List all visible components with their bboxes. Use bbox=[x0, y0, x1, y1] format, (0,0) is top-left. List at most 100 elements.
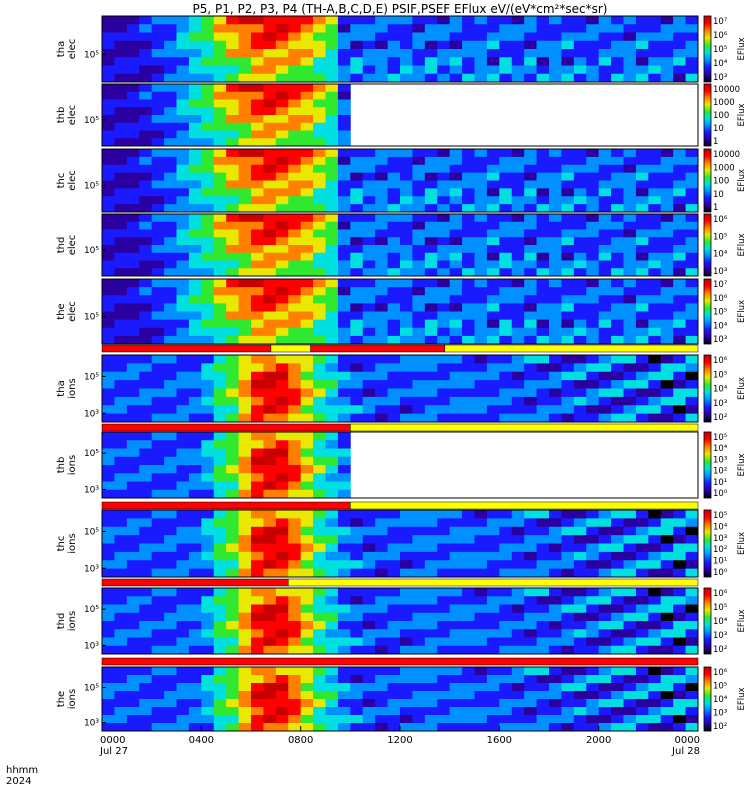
spectrogram-cell-thd-elec bbox=[288, 260, 302, 269]
spectrogram-cell-thd-elec bbox=[288, 252, 302, 261]
spectrogram-cell-thd-elec bbox=[673, 229, 686, 238]
spectrogram-cell-thd-ions bbox=[486, 645, 500, 655]
spectrogram-cell-tha-ions bbox=[648, 363, 662, 373]
spectrogram-cell-thd-elec bbox=[213, 252, 227, 261]
spectrogram-cell-thc-ions bbox=[400, 510, 413, 519]
spectrogram-cell-thc-elec bbox=[102, 204, 115, 213]
spectrogram-cell-thd-elec bbox=[474, 221, 488, 230]
spectrogram-cell-thc-ions bbox=[549, 510, 562, 519]
spectrogram-cell-thb-ions bbox=[188, 432, 202, 441]
spectrogram-cell-tha-elec bbox=[263, 57, 277, 66]
spectrogram-cell-thb-ions bbox=[288, 448, 302, 458]
spectrogram-cell-the-elec bbox=[362, 319, 376, 329]
spectrogram-cell-thc-ions bbox=[437, 510, 451, 519]
spectrogram-cell-tha-elec bbox=[325, 16, 339, 25]
panel-ylabel-thc-ions-0: thc bbox=[56, 536, 67, 552]
spectrogram-cell-thd-elec bbox=[499, 268, 513, 277]
spectrogram-cell-the-elec bbox=[313, 287, 326, 296]
spectrogram-cell-thb-ions bbox=[139, 489, 153, 499]
spectrogram-cell-tha-ions bbox=[623, 355, 637, 364]
spectrogram-cell-the-elec bbox=[673, 319, 686, 329]
spectrogram-cell-the-ions bbox=[238, 723, 252, 732]
spectrogram-cell-thc-ions bbox=[387, 568, 401, 578]
spectrogram-cell-tha-ions bbox=[350, 396, 364, 406]
spectrogram-cell-thc-ions bbox=[362, 518, 376, 528]
spectrogram-cell-tha-elec bbox=[660, 32, 674, 42]
spectrogram-cell-tha-ions bbox=[164, 380, 177, 389]
spectrogram-cell-tha-ions bbox=[238, 371, 252, 381]
spectrogram-cell-the-ions bbox=[350, 683, 364, 692]
spectrogram-cell-thd-elec bbox=[313, 260, 326, 269]
spectrogram-cell-tha-ions bbox=[635, 405, 649, 415]
spectrogram-cell-tha-ions bbox=[660, 355, 674, 364]
spectrogram-cell-thd-elec bbox=[126, 229, 140, 238]
spectrogram-cell-thc-elec bbox=[375, 156, 388, 166]
spectrogram-cell-thc-elec bbox=[201, 164, 215, 174]
spectrogram-cell-tha-elec bbox=[536, 49, 550, 58]
spectrogram-cell-tha-elec bbox=[449, 16, 463, 25]
spectrogram-cell-thd-ions bbox=[300, 637, 314, 647]
spectrogram-cell-the-elec bbox=[685, 295, 699, 304]
spectrogram-cell-thd-ions bbox=[660, 621, 674, 630]
spectrogram-cell-thd-elec bbox=[412, 237, 426, 246]
spectrogram-cell-tha-elec bbox=[114, 73, 128, 83]
spectrogram-cell-thd-elec bbox=[611, 229, 624, 238]
spectrogram-cell-the-ions bbox=[549, 691, 562, 700]
spectrogram-cell-the-ions bbox=[611, 675, 624, 684]
spectrogram-cell-the-ions bbox=[499, 715, 513, 724]
spectrogram-cell-thd-elec bbox=[213, 260, 227, 269]
spectrogram-cell-thc-ions bbox=[561, 551, 575, 561]
spectrogram-cell-tha-ions bbox=[524, 363, 537, 373]
spectrogram-cell-thc-ions bbox=[213, 568, 227, 578]
spectrogram-cell-tha-ions bbox=[611, 355, 624, 364]
spectrogram-cell-tha-elec bbox=[573, 32, 587, 42]
spectrogram-cell-the-ions bbox=[511, 699, 525, 708]
spectrogram-cell-thc-ions bbox=[226, 543, 239, 553]
spectrogram-cell-thc-ions bbox=[648, 568, 662, 578]
spectrogram-cell-thc-ions bbox=[114, 543, 128, 553]
spectrogram-cell-thc-ions bbox=[449, 518, 463, 528]
spectrogram-cell-the-elec bbox=[586, 335, 600, 345]
spectrogram-cell-thd-ions bbox=[400, 612, 413, 622]
spectrogram-cell-tha-ions bbox=[251, 380, 264, 389]
spectrogram-cell-thb-ions bbox=[176, 489, 190, 499]
spectrogram-cell-tha-ions bbox=[511, 388, 525, 398]
spectrogram-cell-tha-ions bbox=[337, 396, 351, 406]
spectrogram-cell-thc-ions bbox=[462, 543, 475, 553]
spectrogram-cell-thd-ions bbox=[275, 637, 289, 647]
spectrogram-cell-tha-ions bbox=[325, 355, 339, 364]
spectrogram-cell-the-elec bbox=[449, 295, 463, 304]
spectrogram-cell-thb-ions bbox=[164, 489, 177, 499]
spectrogram-cell-tha-elec bbox=[114, 65, 128, 75]
spectrogram-cell-thb-elec bbox=[251, 122, 264, 131]
spectrogram-cell-thd-ions bbox=[561, 612, 575, 622]
spectrogram-cell-thb-ions bbox=[213, 440, 227, 449]
spectrogram-cell-thd-elec bbox=[164, 221, 177, 230]
spectrogram-cell-the-ions bbox=[387, 699, 401, 708]
spectrogram-cell-thd-ions bbox=[139, 629, 153, 638]
spectrogram-cell-the-ions bbox=[139, 683, 153, 692]
spectrogram-cell-thd-ions bbox=[188, 604, 202, 614]
spectrogram-cell-thb-ions bbox=[238, 440, 252, 449]
spectrogram-cell-tha-elec bbox=[685, 40, 699, 50]
spectrogram-cell-tha-ions bbox=[263, 396, 277, 406]
colorbar-tick-thd-elec: 10⁴ bbox=[713, 250, 728, 260]
spectrogram-cell-thb-elec bbox=[102, 115, 115, 124]
spectrogram-cell-the-elec bbox=[524, 319, 537, 329]
spectrogram-cell-thb-elec bbox=[275, 138, 289, 147]
spectrogram-cell-thc-ions bbox=[635, 560, 649, 570]
spectrogram-cell-thc-elec bbox=[486, 196, 500, 205]
spectrogram-cell-thb-ions bbox=[114, 489, 128, 499]
spectrogram-cell-thb-ions bbox=[139, 465, 153, 474]
spectrogram-cell-thb-elec bbox=[139, 84, 153, 93]
spectrogram-cell-tha-ions bbox=[313, 405, 326, 415]
spectrogram-cell-thd-ions bbox=[648, 637, 662, 647]
spectrogram-cell-the-ions bbox=[263, 715, 277, 724]
spectrogram-cell-thc-ions bbox=[437, 543, 451, 553]
spectrogram-cell-thd-ions bbox=[288, 637, 302, 647]
x-tick-label: 0800 bbox=[288, 735, 313, 746]
spectrogram-cell-thd-ions bbox=[673, 604, 686, 614]
spectrogram-cell-tha-elec bbox=[275, 32, 289, 42]
spectrogram-cell-thc-elec bbox=[188, 204, 202, 213]
spectrogram-cell-tha-ions bbox=[573, 413, 587, 423]
